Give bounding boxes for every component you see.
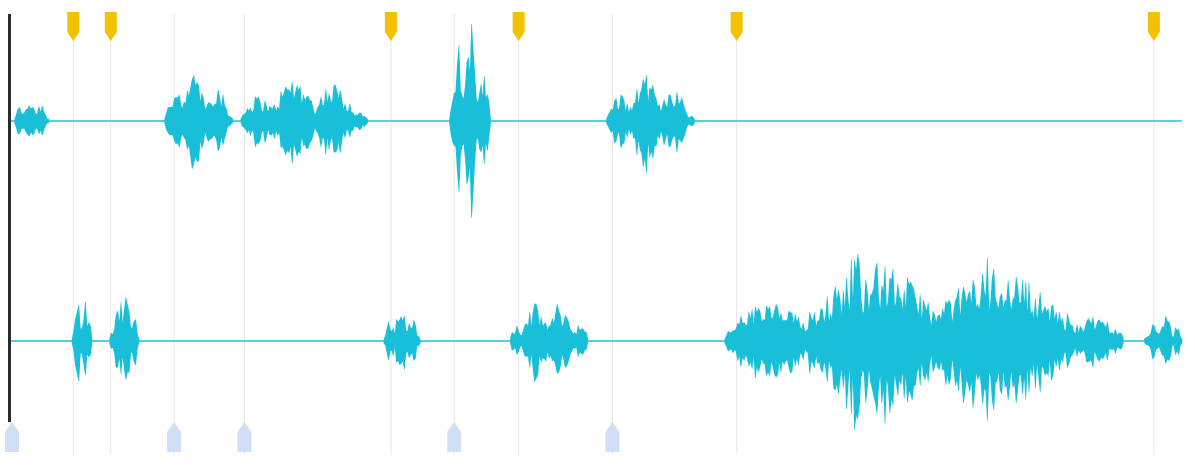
- bottom-marker-flag[interactable]: [447, 422, 462, 452]
- top-marker-flag[interactable]: [104, 12, 117, 41]
- waveform-segment[interactable]: [606, 75, 695, 173]
- top-marker-flag[interactable]: [512, 12, 525, 41]
- bottom-marker-flag[interactable]: [5, 422, 19, 452]
- bottom-marker-flag[interactable]: [605, 422, 620, 452]
- waveform-segment[interactable]: [383, 315, 421, 370]
- playhead[interactable]: [8, 14, 11, 422]
- waveform-segment[interactable]: [724, 254, 1124, 430]
- waveform-segment[interactable]: [240, 81, 368, 164]
- waveform-segment[interactable]: [14, 105, 49, 137]
- waveform-segment[interactable]: [1144, 316, 1183, 364]
- waveform-segment[interactable]: [510, 303, 589, 382]
- waveform-segment[interactable]: [71, 302, 93, 382]
- top-marker-flag[interactable]: [384, 12, 397, 41]
- waveform-segment[interactable]: [109, 297, 140, 380]
- waveform-segment[interactable]: [164, 75, 233, 169]
- top-marker-flag[interactable]: [67, 12, 80, 41]
- top-marker-flag[interactable]: [1147, 12, 1160, 41]
- top-marker-flag[interactable]: [730, 12, 743, 41]
- bottom-marker-flag[interactable]: [167, 422, 182, 452]
- bottom-marker-flag[interactable]: [237, 422, 252, 452]
- waveform-segment[interactable]: [449, 24, 491, 218]
